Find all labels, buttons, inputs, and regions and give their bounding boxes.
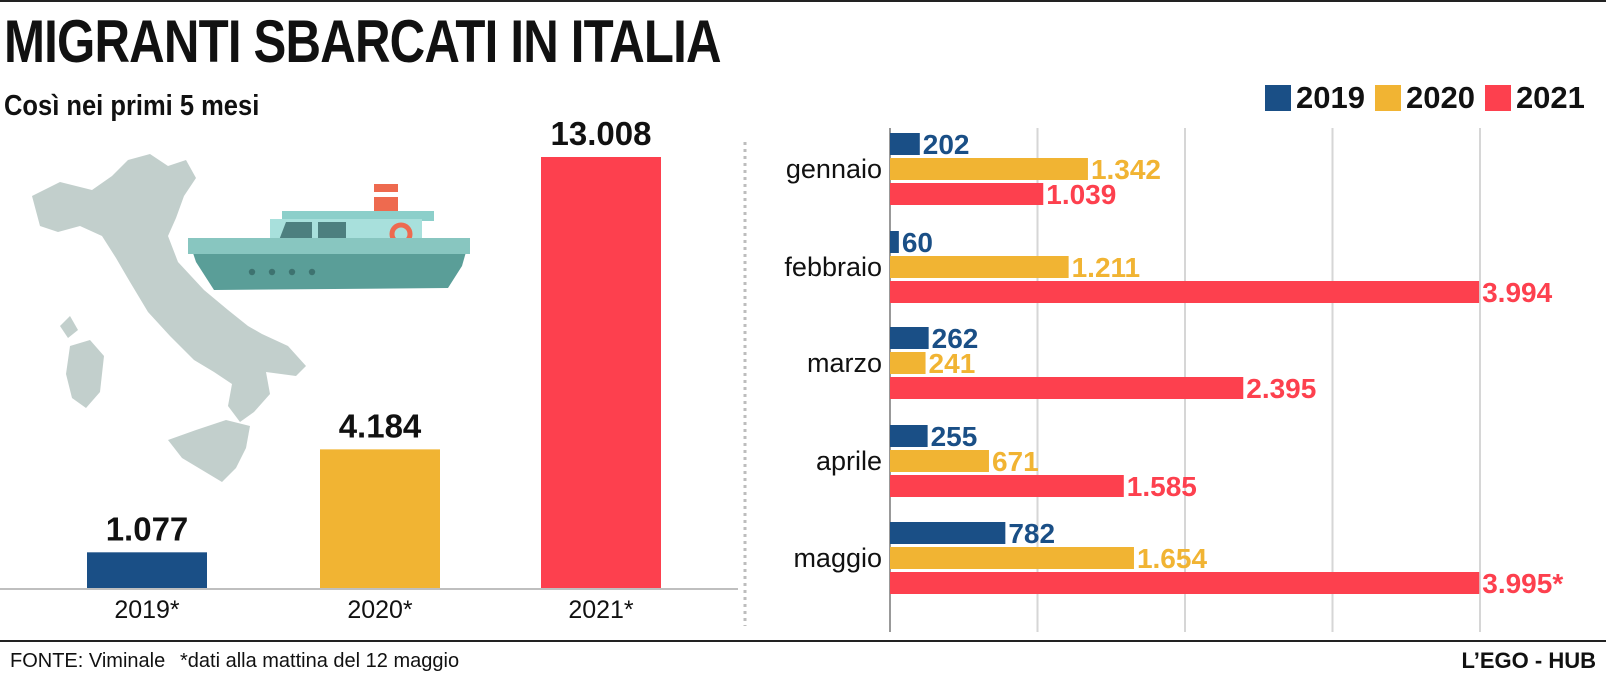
bar-marzo-2021 xyxy=(890,377,1244,399)
x-tick-label-2020: 2020* xyxy=(347,596,413,624)
chart-subtitle: Così nei primi 5 mesi xyxy=(4,90,260,122)
legend-swatch-2019 xyxy=(1265,85,1291,111)
bar-marzo-2020 xyxy=(890,352,926,374)
legend-swatch-2020 xyxy=(1374,85,1401,111)
bar-maggio-2021 xyxy=(890,572,1480,594)
boat-illustration xyxy=(188,184,470,290)
legend: 2019 2020 2021 xyxy=(1265,80,1585,116)
value-label-febbraio-2019: 60 xyxy=(902,227,933,258)
bar-total-2021 xyxy=(541,157,661,588)
bar-gennaio-2021 xyxy=(890,183,1044,205)
bar-aprile-2019 xyxy=(890,425,928,447)
value-label-gennaio-2020: 1.342 xyxy=(1091,154,1161,185)
bar-febbraio-2020 xyxy=(890,256,1069,278)
legend-item-2019: 2019 xyxy=(1265,80,1365,116)
boat-deck xyxy=(188,238,470,254)
italy-map-illustration xyxy=(32,154,306,482)
value-label-total-2021: 13.008 xyxy=(551,115,652,152)
source-note: FONTE: Viminale xyxy=(10,650,166,672)
value-label-febbraio-2021: 3.994 xyxy=(1482,277,1552,308)
top-rule xyxy=(0,0,1606,2)
legend-label-2021: 2021 xyxy=(1515,80,1585,115)
totals-bar-chart: 1.077 2019* 4.184 2020* 13.008 2021* xyxy=(0,115,738,624)
legend-swatch-2021 xyxy=(1484,85,1511,111)
value-label-marzo-2020: 241 xyxy=(929,348,976,379)
bar-gennaio-2019 xyxy=(890,133,920,155)
value-label-marzo-2019: 262 xyxy=(932,323,979,354)
credit: L’EGO - HUB xyxy=(1461,648,1596,673)
value-label-aprile-2020: 671 xyxy=(992,446,1039,477)
category-label-gennaio: gennaio xyxy=(786,154,882,184)
value-label-febbraio-2020: 1.211 xyxy=(1072,252,1141,283)
bar-marzo-2019 xyxy=(890,327,929,349)
x-tick-label-2019: 2019* xyxy=(114,596,180,624)
footnote: *dati alla mattina del 12 maggio xyxy=(180,650,460,672)
bar-febbraio-2019 xyxy=(890,231,899,253)
category-label-febbraio: febbraio xyxy=(784,252,882,282)
x-tick-label-2021: 2021* xyxy=(568,596,634,624)
value-label-gennaio-2019: 202 xyxy=(923,129,970,160)
value-label-aprile-2021: 1.585 xyxy=(1127,471,1197,502)
value-label-total-2019: 1.077 xyxy=(106,510,189,547)
category-label-aprile: aprile xyxy=(816,446,882,476)
boat-roof xyxy=(282,211,434,221)
boat-portholes xyxy=(248,268,316,276)
bar-maggio-2019 xyxy=(890,522,1006,544)
legend-item-2020: 2020 xyxy=(1374,80,1475,116)
bar-febbraio-2021 xyxy=(890,281,1480,303)
value-label-total-2020: 4.184 xyxy=(339,407,422,444)
value-label-aprile-2019: 255 xyxy=(931,421,978,452)
legend-label-2020: 2020 xyxy=(1405,80,1475,115)
category-label-marzo: marzo xyxy=(807,348,882,378)
bottom-rule xyxy=(0,640,1606,642)
value-label-marzo-2021: 2.395 xyxy=(1246,373,1316,404)
bar-total-2020 xyxy=(320,449,440,588)
bar-total-2019 xyxy=(87,552,207,588)
bar-aprile-2021 xyxy=(890,475,1124,497)
boat-chimney-band xyxy=(374,192,398,197)
category-label-maggio: maggio xyxy=(793,543,882,573)
value-label-maggio-2020: 1.654 xyxy=(1137,543,1207,574)
legend-item-2021: 2021 xyxy=(1484,80,1585,116)
legend-label-2019: 2019 xyxy=(1296,80,1365,115)
bar-aprile-2020 xyxy=(890,450,989,472)
bar-gennaio-2020 xyxy=(890,158,1088,180)
chart-title: MIGRANTI SBARCATI IN ITALIA xyxy=(4,8,722,75)
boat-chimney xyxy=(374,184,398,212)
bar-maggio-2020 xyxy=(890,547,1134,569)
value-label-maggio-2019: 782 xyxy=(1008,518,1055,549)
value-label-maggio-2021: 3.995* xyxy=(1482,568,1563,599)
value-label-gennaio-2021: 1.039 xyxy=(1046,179,1116,210)
